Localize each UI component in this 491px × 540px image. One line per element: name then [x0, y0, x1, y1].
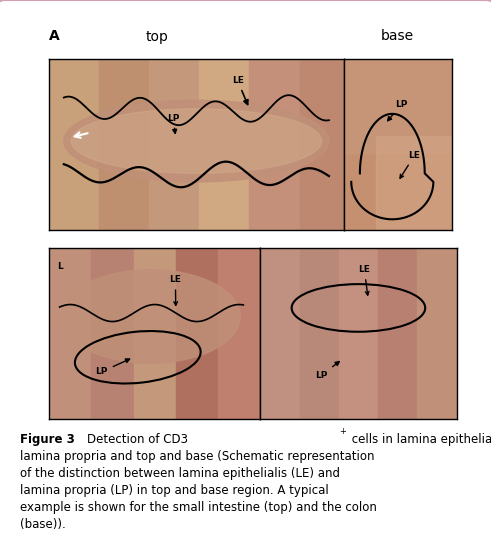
Text: LP: LP — [387, 100, 408, 121]
Text: of the distinction between lamina epithelialis (LE) and: of the distinction between lamina epithe… — [20, 467, 340, 480]
Text: +: + — [339, 427, 346, 436]
Bar — [260, 248, 300, 418]
Text: top: top — [146, 30, 168, 44]
Ellipse shape — [64, 100, 329, 182]
Text: LP: LP — [96, 359, 130, 376]
Bar — [49, 248, 91, 418]
Text: lamina propria (LP) in top and base region. A typical: lamina propria (LP) in top and base regi… — [20, 484, 328, 497]
Bar — [218, 248, 260, 418]
Bar — [300, 248, 339, 418]
Text: Figure 3: Figure 3 — [20, 433, 75, 446]
Text: LE: LE — [232, 76, 248, 104]
Text: LE: LE — [400, 151, 420, 178]
Text: A: A — [49, 30, 60, 44]
Bar — [149, 59, 199, 230]
Bar — [249, 59, 300, 230]
Bar — [344, 59, 452, 153]
Text: lamina propria and top and base (Schematic representation: lamina propria and top and base (Schemat… — [20, 450, 374, 463]
Bar — [378, 248, 417, 418]
Ellipse shape — [61, 269, 240, 363]
Text: LE: LE — [169, 275, 181, 305]
Bar — [134, 248, 176, 418]
Text: LP: LP — [167, 113, 179, 133]
Text: L: L — [57, 262, 63, 271]
Bar — [199, 59, 249, 230]
Text: base: base — [381, 30, 414, 44]
Text: example is shown for the small intestine (top) and the colon: example is shown for the small intestine… — [20, 501, 377, 514]
Bar — [300, 59, 350, 230]
Bar — [49, 59, 99, 230]
Bar — [376, 136, 452, 230]
Text: LE: LE — [358, 265, 370, 295]
Bar — [339, 248, 378, 418]
Bar — [176, 248, 218, 418]
Bar — [99, 59, 149, 230]
Bar — [91, 248, 134, 418]
Bar — [417, 248, 457, 418]
Text: cells in lamina epithelialis and: cells in lamina epithelialis and — [348, 433, 491, 446]
Text: LP: LP — [315, 362, 339, 380]
Text: Detection of CD3: Detection of CD3 — [87, 433, 188, 446]
Ellipse shape — [71, 109, 322, 173]
Text: (base)).: (base)). — [20, 518, 65, 531]
